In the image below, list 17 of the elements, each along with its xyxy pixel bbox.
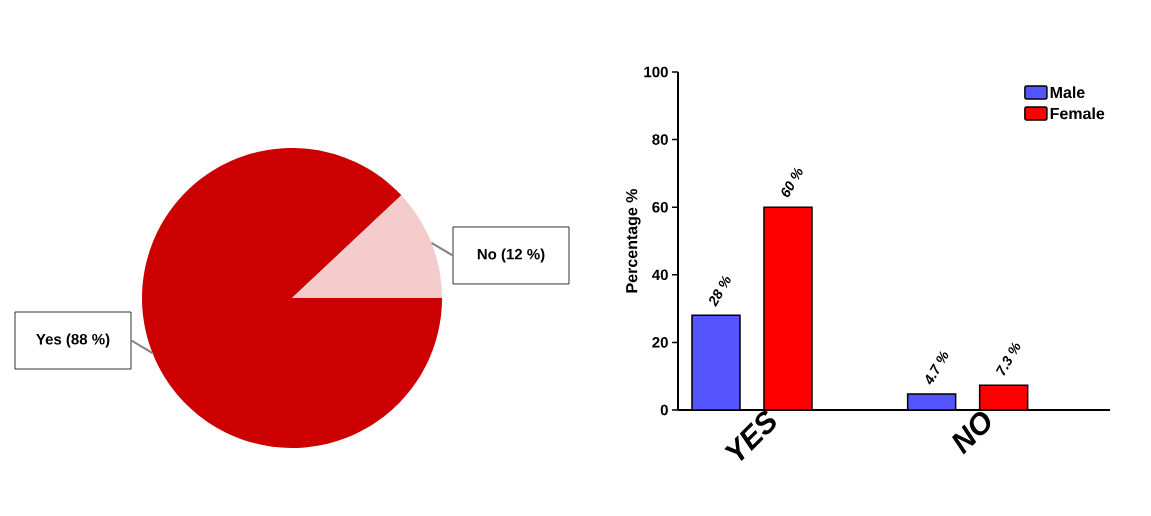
y-tick-label: 20 [652,337,668,348]
y-tick-label: 80 [652,134,668,145]
x-tick-label: NO [951,411,991,455]
data-label: 60 % [781,167,803,197]
data-label: 7.3 % [995,342,1021,376]
data-label: 28 % [709,275,731,307]
y-tick-label: 40 [652,269,668,281]
y-tick-label: 0 [660,404,668,416]
data-label: 4.7 % [925,351,949,385]
legend-label: Female [1050,107,1105,120]
slice-label: No (12 %) [477,248,545,263]
x-tick-label: YES [724,411,776,462]
slice-label: Yes (88 %) [36,333,110,348]
y-axis-title: Percentage % [626,188,641,293]
y-tick-label: 100 [644,66,668,78]
legend-label: Male [1050,86,1085,99]
y-tick-label: 60 [652,201,668,213]
